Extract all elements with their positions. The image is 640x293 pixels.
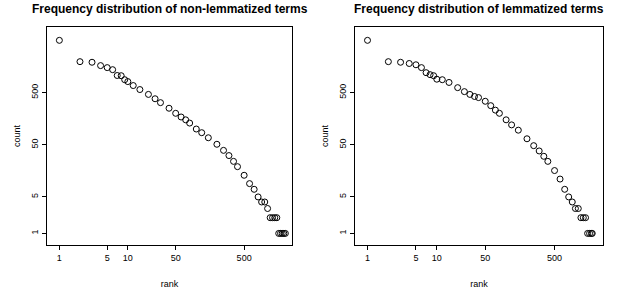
svg-text:1: 1	[338, 230, 348, 235]
svg-text:Frequency distribution of non-: Frequency distribution of non-lemmatized…	[32, 2, 308, 16]
svg-text:Frequency distribution of lemm: Frequency distribution of lemmatized ter…	[354, 2, 604, 16]
svg-text:50: 50	[480, 253, 490, 263]
svg-text:5: 5	[413, 253, 418, 263]
svg-text:500: 500	[338, 84, 348, 99]
svg-text:10: 10	[123, 253, 133, 263]
svg-text:10: 10	[432, 253, 442, 263]
svg-text:count: count	[12, 124, 22, 147]
svg-text:50: 50	[30, 138, 40, 148]
svg-text:1: 1	[365, 253, 370, 263]
svg-text:rank: rank	[161, 279, 179, 289]
svg-text:5: 5	[105, 253, 110, 263]
svg-text:500: 500	[547, 253, 562, 263]
svg-text:500: 500	[237, 253, 252, 263]
svg-text:1: 1	[57, 253, 62, 263]
svg-text:50: 50	[171, 253, 181, 263]
svg-text:count: count	[320, 124, 330, 147]
svg-text:500: 500	[30, 84, 40, 99]
svg-text:1: 1	[30, 230, 40, 235]
svg-text:rank: rank	[470, 279, 488, 289]
svg-text:5: 5	[338, 193, 348, 198]
svg-text:5: 5	[30, 193, 40, 198]
svg-text:50: 50	[338, 138, 348, 148]
